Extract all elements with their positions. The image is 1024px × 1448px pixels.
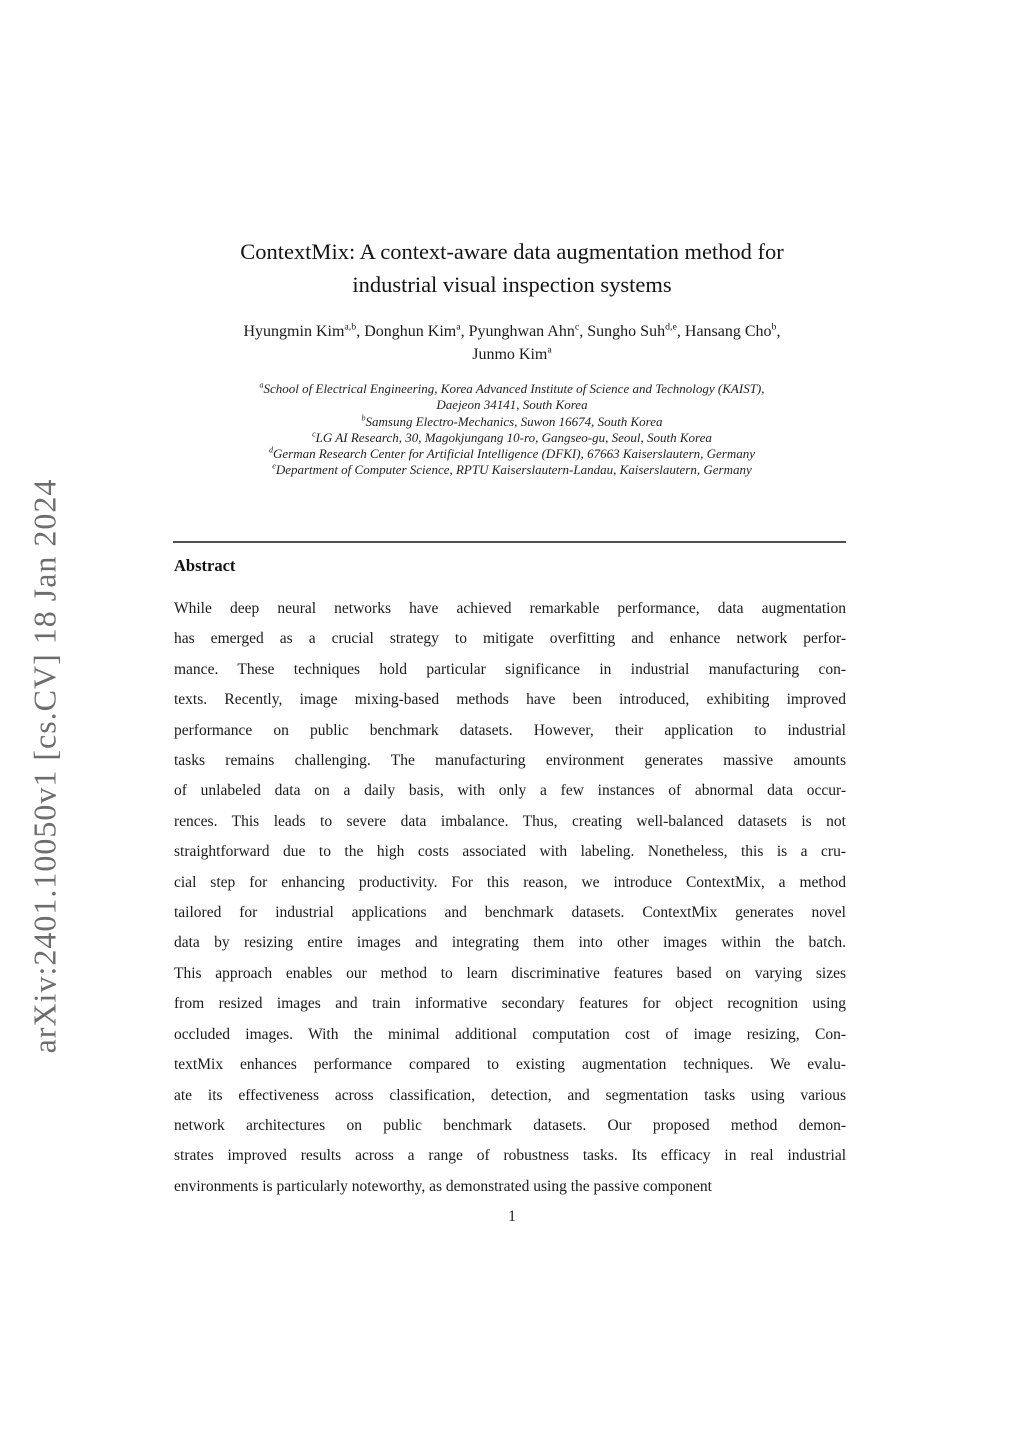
abstract-line: texts. Recently, image mixing-based meth… — [174, 691, 846, 709]
author-line2: Junmo Kima — [472, 344, 552, 363]
affiliation-list: aSchool of Electrical Engineering, Korea… — [0, 381, 1024, 479]
abstract-line: tasks remains challenging. The manufactu… — [174, 752, 846, 770]
abstract-line: textMix enhances performance compared to… — [174, 1056, 846, 1074]
paper-title: ContextMix: A context-aware data augment… — [0, 236, 1024, 301]
abstract-line: ate its effectiveness across classificat… — [174, 1086, 846, 1104]
affiliation-line: dGerman Research Center for Artificial I… — [268, 445, 756, 462]
abstract-line: tailored for industrial applications and… — [174, 904, 846, 922]
abstract-heading: Abstract — [174, 556, 236, 575]
abstract-line: occluded images. With the minimal additi… — [174, 1025, 846, 1043]
affiliation-line: eDepartment of Computer Science, RPTU Ka… — [272, 462, 752, 478]
paper-title-line2: industrial visual inspection systems — [352, 271, 672, 297]
abstract-line: mance. These techniques hold particular … — [174, 660, 846, 678]
affiliation-line: Daejeon 34141, South Korea — [436, 397, 588, 413]
affiliation-line: cLG AI Research, 30, Magokjungang 10-ro,… — [312, 429, 712, 445]
arxiv-watermark: arXiv:2401.10050v1 [cs.CV] 18 Jan 2024 — [26, 478, 63, 1054]
affiliation-line: aSchool of Electrical Engineering, Korea… — [259, 380, 765, 396]
abstract-line: While deep neural networks have achieved… — [174, 600, 846, 617]
abstract-line: rences. This leads to severe data imbala… — [174, 812, 846, 830]
abstract-divider-rule — [173, 541, 846, 543]
abstract-line: environments is particularly noteworthy,… — [174, 1177, 712, 1195]
abstract-line: network architectures on public benchmar… — [174, 1116, 846, 1134]
paper-title-line1: ContextMix: A context-aware data augment… — [240, 239, 784, 264]
page-number: 1 — [508, 1208, 516, 1225]
abstract-line: has emerged as a crucial strategy to mit… — [174, 630, 846, 648]
abstract-line: This approach enables our method to lear… — [174, 964, 846, 982]
abstract-line: performance on public benchmark datasets… — [174, 721, 846, 739]
abstract-line: data by resizing entire images and integ… — [174, 934, 846, 952]
abstract-line: from resized images and train informativ… — [174, 995, 846, 1013]
abstract-line: strates improved results across a range … — [174, 1147, 846, 1165]
affiliation-line: bSamsung Electro-Mechanics, Suwon 16674,… — [361, 413, 663, 429]
author-list: Hyungmin Kima,b, Donghun Kima, Pyunghwan… — [0, 320, 1024, 366]
author-line1: Hyungmin Kima,b, Donghun Kima, Pyunghwan… — [243, 321, 781, 340]
abstract-line: cial step for enhancing productivity. Fo… — [174, 873, 846, 891]
abstract-body: While deep neural networks have achieved… — [174, 594, 846, 1202]
abstract-line: of unlabeled data on a daily basis, with… — [174, 782, 846, 800]
abstract-line: straightforward due to the high costs as… — [174, 843, 846, 861]
